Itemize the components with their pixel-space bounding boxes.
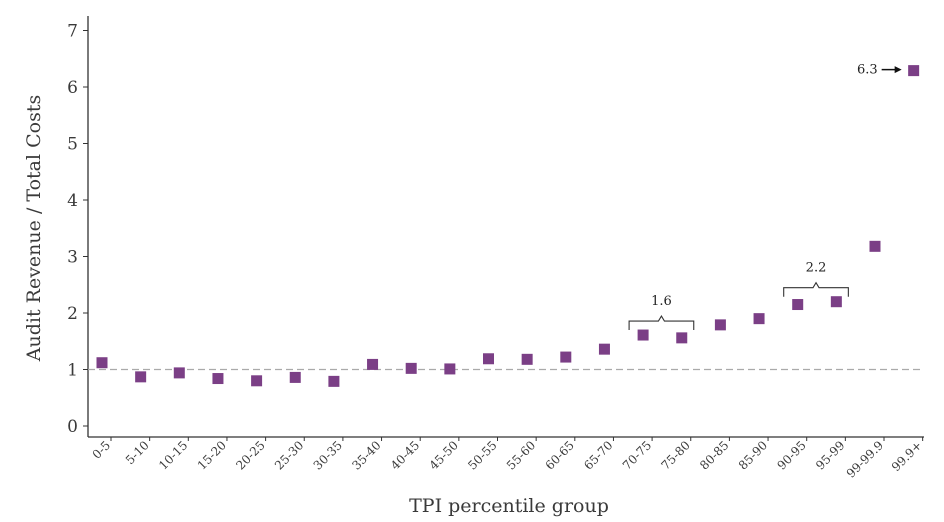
y-tick-label: 5: [67, 135, 78, 155]
data-point: [173, 367, 185, 379]
arrow-head: [894, 66, 902, 74]
x-tick-label: 40-45: [388, 438, 422, 472]
y-axis-title: Audit Revenue / Total Costs: [23, 95, 45, 362]
x-tick-label: 35-40: [349, 438, 383, 472]
x-tick-label: 5-10: [123, 438, 152, 467]
data-point: [830, 296, 842, 308]
x-ticks: 0-5 5-10 10-15 15-20 20-25 25-30 30-35 35-40 40-…: [90, 437, 925, 481]
data-point: [367, 358, 379, 370]
annotation-label: 2.2: [806, 261, 827, 276]
data-point: [289, 371, 301, 383]
data-point: [753, 313, 765, 325]
data-point: [869, 240, 881, 252]
x-tick-label: 30-35: [311, 438, 345, 472]
y-tick-label: 2: [67, 304, 78, 324]
bracket-annotation: [783, 281, 849, 297]
data-point: [560, 351, 572, 363]
x-tick-label: 85-90: [736, 438, 770, 472]
y-tick-label: 3: [67, 248, 78, 268]
x-tick-label: 80-85: [697, 438, 731, 472]
bracket-annotation: [628, 314, 695, 331]
x-tick-label: 50-55: [465, 438, 499, 472]
y-tick-label: 4: [67, 191, 78, 211]
data-point: [637, 329, 649, 341]
data-point: [676, 332, 688, 344]
data-points: [96, 65, 920, 387]
y-ticks: 0 1 2 3 4 5 6 7: [67, 22, 88, 437]
x-tick-label: 25-30: [272, 438, 306, 472]
data-point: [483, 353, 494, 365]
data-point: [328, 375, 340, 387]
y-tick-label: 1: [67, 361, 78, 381]
data-point: [444, 363, 456, 375]
data-point: [405, 362, 417, 374]
x-tick-label: 70-75: [620, 438, 654, 472]
x-tick-label: 99-99.9: [844, 438, 886, 480]
x-tick-label: 90-95: [774, 438, 808, 472]
data-point: [96, 357, 108, 369]
y-tick-label: 7: [67, 22, 78, 42]
x-tick-label: 99.9+: [889, 438, 925, 474]
x-tick-label: 95-99: [813, 438, 847, 472]
x-tick-label: 75-80: [659, 438, 693, 472]
data-point: [212, 373, 224, 385]
data-point: [135, 371, 147, 383]
data-point: [908, 65, 920, 77]
x-tick-label: 60-65: [543, 438, 577, 472]
data-point: [251, 375, 263, 387]
data-point: [598, 343, 610, 355]
x-tick-label: 0-5: [90, 438, 114, 462]
y-tick-label: 6: [67, 78, 78, 98]
data-point: [521, 353, 533, 365]
data-point: [714, 319, 726, 331]
annotation-label: 6.3: [857, 63, 878, 78]
x-tick-label: 65-70: [581, 438, 615, 472]
annotation-label: 1.6: [651, 294, 672, 309]
data-point: [792, 299, 804, 311]
x-tick-label: 15-20: [195, 438, 229, 472]
x-tick-label: 45-50: [427, 438, 461, 472]
x-tick-label: 20-25: [233, 438, 267, 472]
x-axis-title: TPI percentile group: [409, 495, 609, 517]
y-tick-label: 0: [67, 417, 78, 437]
annotations: 1.6 2.2 6.3: [628, 63, 902, 331]
x-tick-label: 10-15: [156, 438, 190, 472]
x-tick-label: 55-60: [504, 438, 538, 472]
